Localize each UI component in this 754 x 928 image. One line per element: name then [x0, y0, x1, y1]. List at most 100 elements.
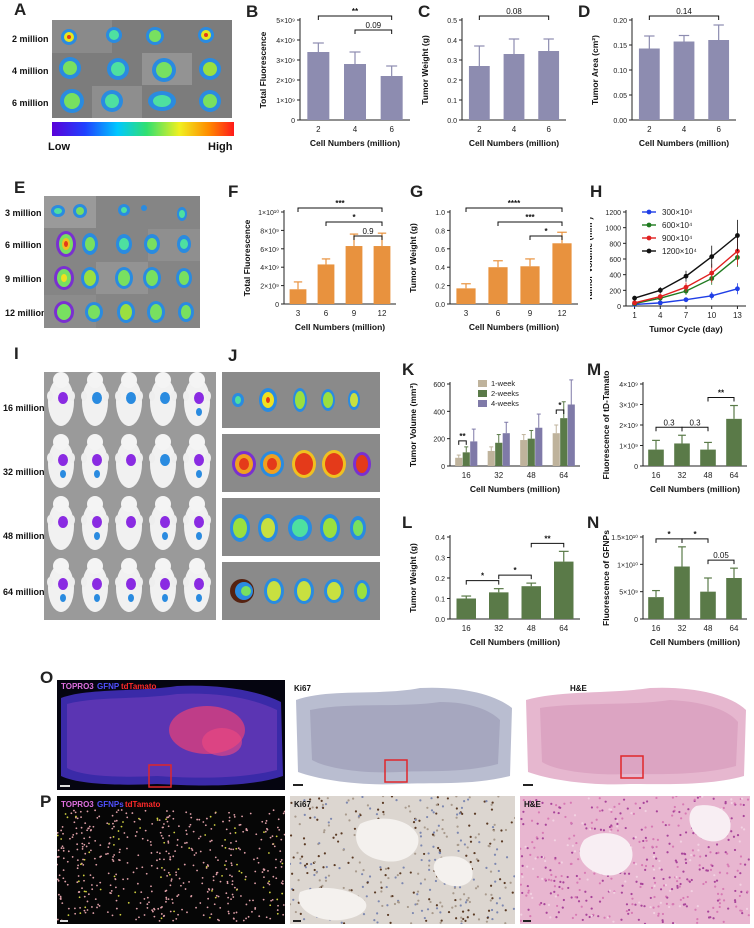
tissue-dot	[204, 824, 207, 827]
tissue-dot	[601, 896, 605, 899]
y-tick-label: 6×10⁹	[260, 247, 279, 254]
tissue-dot	[316, 818, 319, 821]
tissue-dot	[520, 817, 523, 821]
tissue-dot	[541, 831, 544, 834]
tissue-dot	[487, 844, 490, 848]
tissue-dot	[120, 809, 123, 811]
tissue-dot	[524, 845, 527, 848]
tissue-dot	[619, 812, 622, 815]
tissue-dot	[235, 847, 238, 850]
tissue-dot	[381, 904, 384, 908]
tissue-dot	[529, 914, 532, 918]
x-tick-label: 13	[733, 311, 742, 320]
mouse-head	[155, 558, 171, 574]
tissue-dot	[555, 804, 558, 807]
tissue-dot	[586, 878, 589, 881]
tissue-dot	[239, 823, 242, 826]
tissue-dot	[99, 844, 102, 847]
tissue-dot	[476, 885, 480, 888]
tissue-dot	[679, 898, 682, 901]
tissue-dot	[292, 856, 295, 859]
tissue-dot	[303, 843, 306, 846]
tissue-dot	[134, 835, 137, 837]
tissue-dot	[715, 843, 719, 846]
mouse-limb	[47, 577, 53, 587]
tissue-dot	[684, 861, 688, 865]
tumor-signal	[126, 392, 136, 404]
significance-bracket	[465, 207, 563, 212]
tissue-dot	[276, 826, 279, 829]
tissue-dot	[280, 838, 283, 841]
mouse-limb	[149, 453, 155, 463]
ki67-zoom-p: Ki67	[290, 796, 515, 924]
tissue-dot	[574, 913, 578, 916]
mouse-head	[87, 434, 103, 450]
tissue-dot	[57, 856, 59, 858]
tissue-dot	[677, 824, 680, 827]
legend-label: 1200×10⁴	[662, 247, 697, 256]
panel-label-d: D	[578, 2, 591, 21]
y-tick-label: 1.0	[435, 210, 445, 217]
label-ki67: Ki67	[294, 684, 311, 693]
tissue-dot	[353, 833, 356, 837]
tissue-dot	[477, 833, 480, 836]
tissue-dot	[362, 913, 366, 916]
tissue-dot	[309, 816, 312, 819]
bar	[470, 441, 478, 466]
tissue-dot	[469, 840, 473, 843]
mouse-limb	[137, 577, 143, 587]
significance-label: *	[513, 566, 517, 575]
mouse-limb	[183, 453, 189, 463]
tissue-dot	[167, 871, 170, 874]
tissue-dot	[166, 820, 169, 823]
tissue-dot	[520, 847, 522, 850]
fluorescence-section-o: TOPRO3 GFNP tdTamato	[57, 680, 285, 790]
tissue-dot	[536, 822, 539, 825]
tissue-dot	[222, 820, 224, 823]
tissue-dot	[590, 907, 593, 910]
tissue-dot	[652, 855, 655, 858]
data-point	[657, 294, 663, 299]
tissue-dot	[230, 848, 232, 851]
tissue-dot	[484, 893, 487, 896]
tissue-dot	[83, 890, 86, 893]
tissue-dot	[616, 822, 619, 826]
tissue-dot	[221, 844, 224, 847]
tissue-dot	[230, 862, 233, 865]
tissue-dot	[417, 872, 420, 875]
tissue-dot	[727, 865, 730, 868]
y-axis-title: Fluorescence of GFNPs	[601, 530, 611, 626]
tissue-dot	[108, 823, 110, 825]
tissue-dot	[668, 905, 671, 909]
tissue-dot	[209, 815, 212, 818]
tissue-dot	[652, 868, 656, 871]
y-axis-title: Total Fluorescence	[242, 219, 252, 296]
tissue-dot	[144, 829, 147, 832]
tissue-dot	[290, 862, 292, 865]
tissue-dot	[313, 873, 316, 877]
tissue-dot	[659, 888, 663, 891]
legend-label: 2-weeks	[491, 389, 519, 398]
tissue-dot	[538, 903, 541, 906]
tissue-dot	[545, 911, 548, 914]
tissue-dot	[265, 916, 268, 919]
tissue-dot	[185, 811, 188, 814]
tissue-dot	[176, 844, 179, 847]
tissue-dot	[678, 876, 681, 880]
tissue-dot	[84, 906, 87, 909]
tissue-dot	[535, 805, 538, 808]
tissue-dot	[272, 809, 275, 812]
tissue-dot	[235, 888, 238, 891]
data-point	[683, 273, 689, 279]
tissue-dot	[466, 846, 469, 849]
tissue-dot	[210, 913, 213, 915]
tissue-dot	[199, 835, 202, 838]
tissue-dot	[718, 871, 722, 874]
legend-swatch	[478, 400, 487, 407]
tissue-dot	[167, 841, 170, 844]
tissue-dot	[228, 847, 231, 850]
tissue-dot	[321, 806, 325, 810]
y-axis-title: Fluorescence of tD-Tamato	[601, 371, 611, 480]
x-tick-label: 64	[559, 471, 568, 480]
